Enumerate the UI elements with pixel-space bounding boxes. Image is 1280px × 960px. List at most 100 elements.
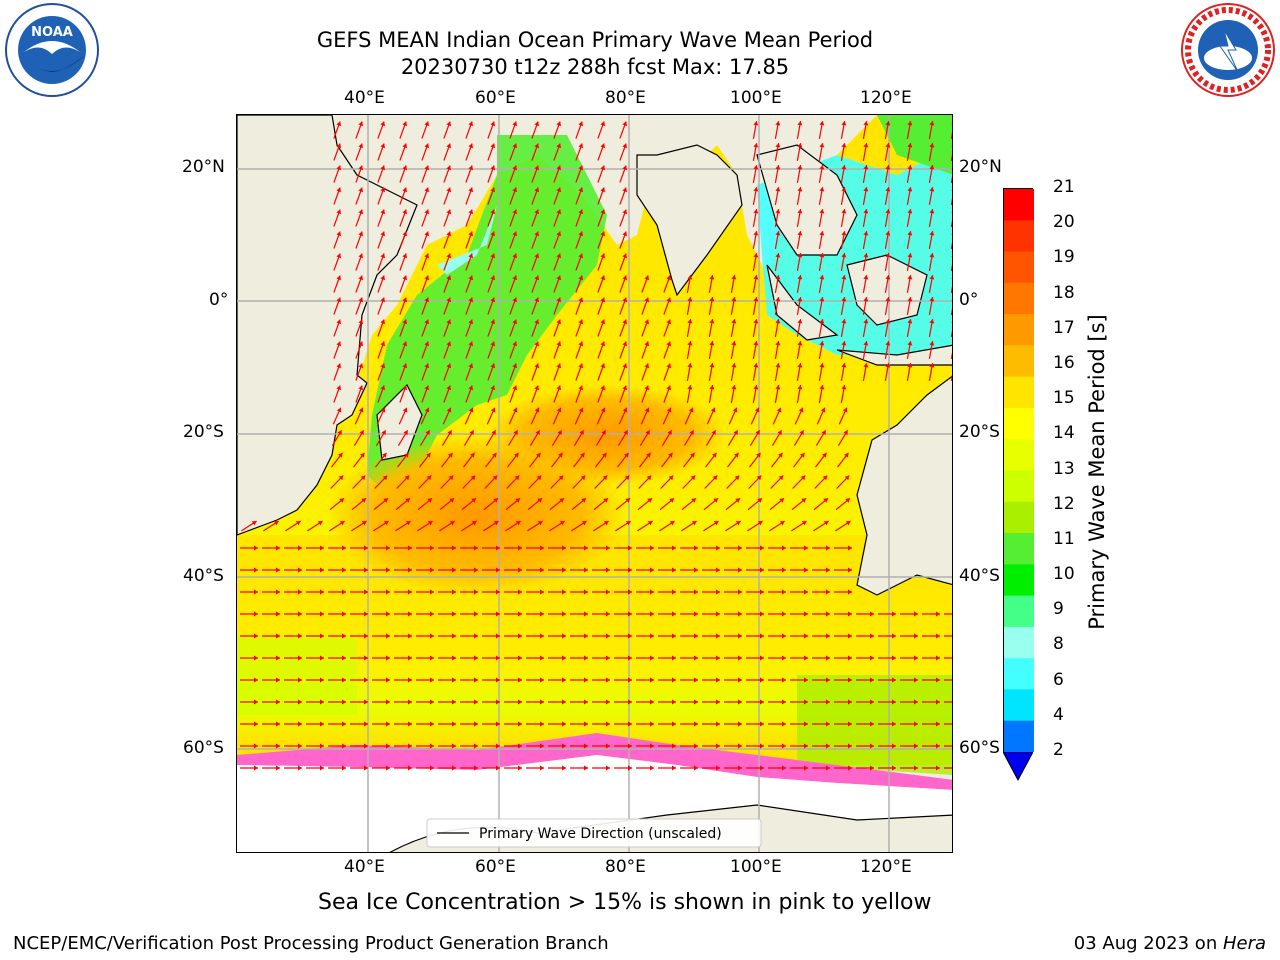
direction-arrow-head	[819, 187, 825, 192]
direction-arrow-head	[518, 633, 522, 639]
direction-arrow-head	[731, 341, 737, 346]
direction-arrow-head	[804, 655, 808, 661]
direction-arrow-head	[907, 253, 913, 258]
direction-arrow-head	[534, 143, 540, 149]
direction-arrow-head	[753, 121, 759, 126]
direction-arrow-head	[753, 165, 759, 170]
direction-arrow-head	[540, 765, 544, 771]
direction-arrow-head	[338, 452, 343, 458]
direction-arrow	[950, 176, 952, 184]
direction-arrow-head	[885, 297, 891, 302]
direction-arrow-head	[600, 363, 606, 369]
direction-arrow-head	[885, 121, 891, 126]
direction-arrow-head	[276, 589, 280, 595]
direction-arrow-head	[425, 430, 430, 435]
direction-arrow-head	[317, 521, 323, 526]
direction-arrow-head	[490, 275, 496, 281]
direction-arrow-head	[848, 677, 852, 683]
direction-arrow-head	[448, 475, 454, 481]
direction-arrow-head	[446, 253, 452, 259]
direction-arrow-head	[562, 743, 566, 749]
direction-arrow-head	[841, 297, 847, 302]
direction-arrow-head	[672, 633, 676, 639]
direction-arrow-head	[540, 567, 544, 573]
direction-arrow-head	[474, 677, 478, 683]
colorbar-tick-label: 8	[1053, 634, 1064, 655]
direction-arrow-head	[870, 677, 874, 683]
direction-arrow-head	[380, 143, 386, 149]
direction-arrow-head	[738, 699, 742, 705]
direction-arrow-head	[863, 253, 869, 258]
direction-arrow-head	[380, 121, 386, 127]
colorbar-tick-label: 6	[1053, 669, 1064, 690]
direction-arrow-head	[760, 545, 764, 551]
direction-arrow-head	[844, 475, 850, 481]
direction-arrow-head	[562, 699, 566, 705]
direction-arrow-head	[951, 255, 952, 257]
direction-arrow-head	[645, 430, 650, 435]
colorbar-swatch	[1004, 189, 1034, 221]
direction-arrow-head	[364, 589, 368, 595]
direction-arrow-head	[512, 209, 518, 215]
direction-arrow-head	[841, 143, 847, 148]
chart-subtitle: 20230730 t12z 288h fcst Max: 17.85	[400, 55, 790, 79]
direction-arrow-head	[606, 633, 610, 639]
lon-tick-bottom: 120°E	[860, 857, 912, 877]
lon-tick-bottom: 60°E	[475, 857, 516, 877]
direction-arrow-head	[951, 277, 952, 279]
direction-arrow-head	[276, 721, 280, 727]
direction-arrow-head	[474, 633, 478, 639]
direction-arrow-head	[797, 341, 803, 346]
direction-arrow-head	[804, 699, 808, 705]
direction-arrow-head	[470, 475, 476, 481]
direction-arrow-head	[276, 765, 280, 771]
direction-arrow-head	[622, 275, 628, 281]
colorbar-tick-label: 20	[1053, 212, 1075, 233]
direction-arrow-head	[644, 385, 650, 391]
direction-arrow-head	[424, 209, 430, 215]
direction-arrow-head	[775, 121, 781, 126]
direction-arrow-head	[402, 341, 408, 347]
direction-arrow-head	[622, 297, 628, 303]
lon-tick-bottom: 100°E	[730, 857, 782, 877]
direction-arrow-head	[320, 611, 324, 617]
direction-arrow-head	[929, 209, 935, 214]
direction-arrow-head	[760, 699, 764, 705]
direction-arrow-head	[628, 743, 632, 749]
direction-arrow-head	[738, 611, 742, 617]
direction-arrow-head	[716, 721, 720, 727]
direction-arrow-head	[580, 452, 585, 458]
colorbar-swatch	[1004, 407, 1034, 440]
direction-arrow-head	[710, 407, 716, 413]
direction-arrow-head	[672, 765, 676, 771]
direction-arrow-head	[578, 253, 584, 259]
direction-arrow-head	[668, 475, 674, 481]
direction-arrow-head	[430, 567, 434, 573]
direction-arrow-head	[712, 475, 718, 481]
direction-arrow-head	[907, 187, 913, 192]
direction-arrow-head	[929, 297, 935, 302]
direction-arrow-head	[471, 521, 477, 526]
colorbar-swatch	[1004, 282, 1034, 315]
direction-arrow-head	[556, 165, 562, 171]
direction-arrow-head	[535, 430, 540, 435]
direction-arrow-head	[863, 121, 869, 126]
direction-arrow-head	[738, 567, 742, 573]
direction-arrow-head	[951, 189, 952, 191]
direction-arrow-head	[424, 165, 430, 171]
direction-arrow-head	[427, 498, 432, 503]
direction-arrow-head	[694, 633, 698, 639]
direction-arrow-head	[694, 677, 698, 683]
direction-arrow-head	[518, 545, 522, 551]
direction-arrow-head	[402, 187, 408, 193]
direction-arrow-head	[512, 407, 518, 413]
direction-arrow-head	[914, 677, 918, 683]
direction-arrow-head	[537, 521, 543, 526]
lon-tick-top: 120°E	[860, 88, 912, 108]
lon-tick-top: 60°E	[475, 88, 516, 108]
direction-arrow-head	[892, 699, 896, 705]
direction-arrow-head	[556, 275, 562, 281]
direction-arrow-head	[518, 743, 522, 749]
direction-arrow-head	[782, 633, 786, 639]
direction-arrow-head	[408, 765, 412, 771]
